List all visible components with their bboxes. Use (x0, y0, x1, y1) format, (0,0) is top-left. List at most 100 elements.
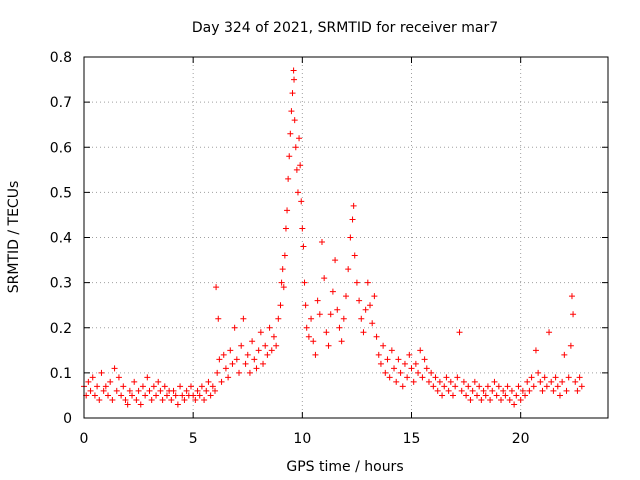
data-point (298, 198, 305, 205)
data-point (563, 387, 570, 394)
data-point (445, 387, 452, 394)
data-point (513, 392, 520, 399)
data-point (476, 383, 483, 390)
data-point (522, 392, 529, 399)
data-point (242, 360, 249, 367)
data-point (207, 392, 214, 399)
x-axis-label: GPS time / hours (286, 459, 403, 475)
data-point (290, 67, 297, 74)
data-point (489, 387, 496, 394)
data-point (506, 396, 513, 403)
data-point (229, 360, 236, 367)
data-point (421, 356, 428, 363)
data-point (96, 396, 103, 403)
data-point (484, 383, 491, 390)
data-point (554, 383, 561, 390)
data-point (131, 378, 138, 385)
data-point (205, 378, 212, 385)
data-point (310, 338, 317, 345)
data-point (574, 387, 581, 394)
data-point (244, 351, 251, 358)
data-point (168, 396, 175, 403)
data-point (153, 392, 160, 399)
data-point (373, 333, 380, 340)
data-point (177, 383, 184, 390)
data-point (377, 360, 384, 367)
data-point (471, 378, 478, 385)
data-point (480, 387, 487, 394)
data-point (294, 189, 301, 196)
data-point (364, 279, 371, 286)
data-point (249, 338, 256, 345)
data-point (190, 392, 197, 399)
data-point (508, 387, 515, 394)
data-point (220, 351, 227, 358)
data-point (452, 383, 459, 390)
data-point (198, 383, 205, 390)
data-point (460, 378, 467, 385)
data-point (362, 306, 369, 313)
data-point (292, 144, 299, 151)
data-point (578, 383, 585, 390)
data-point (222, 365, 229, 372)
data-point (436, 378, 443, 385)
data-point (278, 279, 285, 286)
data-point (100, 387, 107, 394)
data-point (201, 396, 208, 403)
x-tick-label: 10 (293, 431, 311, 447)
data-point (543, 383, 550, 390)
data-point (316, 311, 323, 318)
data-point (347, 234, 354, 241)
data-point (146, 387, 153, 394)
data-point (150, 383, 157, 390)
axis-ticks: 0 5 10 15 20 0 0.1 0.2 0.3 0.4 0.5 0.6 0.7 0.8 (50, 50, 608, 447)
grid-lines (84, 57, 608, 418)
data-point (246, 369, 253, 376)
data-point (260, 360, 267, 367)
data-point (142, 392, 149, 399)
data-point (561, 351, 568, 358)
data-point (567, 342, 574, 349)
data-point (257, 329, 264, 336)
y-tick-label: 0.3 (50, 276, 72, 292)
data-point (336, 324, 343, 331)
data-point (401, 360, 408, 367)
data-point (107, 378, 114, 385)
y-tick-label: 0.6 (50, 140, 72, 156)
data-point (174, 401, 181, 408)
data-point (380, 342, 387, 349)
data-point (98, 369, 105, 376)
data-point (255, 347, 262, 354)
data-point (371, 293, 378, 300)
data-point (367, 302, 374, 309)
data-point (375, 351, 382, 358)
data-point (441, 383, 448, 390)
data-point (281, 252, 288, 259)
data-point (524, 378, 531, 385)
data-point (498, 396, 505, 403)
data-point (111, 365, 118, 372)
data-point (102, 383, 109, 390)
data-point (280, 284, 287, 291)
data-point (303, 324, 310, 331)
data-point (327, 311, 334, 318)
data-point (391, 365, 398, 372)
data-point (358, 315, 365, 322)
data-point (115, 374, 122, 381)
y-tick-label: 0.7 (50, 95, 72, 111)
data-point (192, 396, 199, 403)
data-point (382, 369, 389, 376)
data-point (408, 365, 415, 372)
data-point (388, 347, 395, 354)
data-point (296, 135, 303, 142)
data-point (539, 387, 546, 394)
data-point (291, 76, 298, 83)
data-point (251, 356, 258, 363)
data-point (469, 387, 476, 394)
x-tick-label: 20 (512, 431, 530, 447)
data-point (576, 374, 583, 381)
data-point (148, 396, 155, 403)
data-point (447, 378, 454, 385)
data-point (517, 396, 524, 403)
data-point (546, 329, 553, 336)
